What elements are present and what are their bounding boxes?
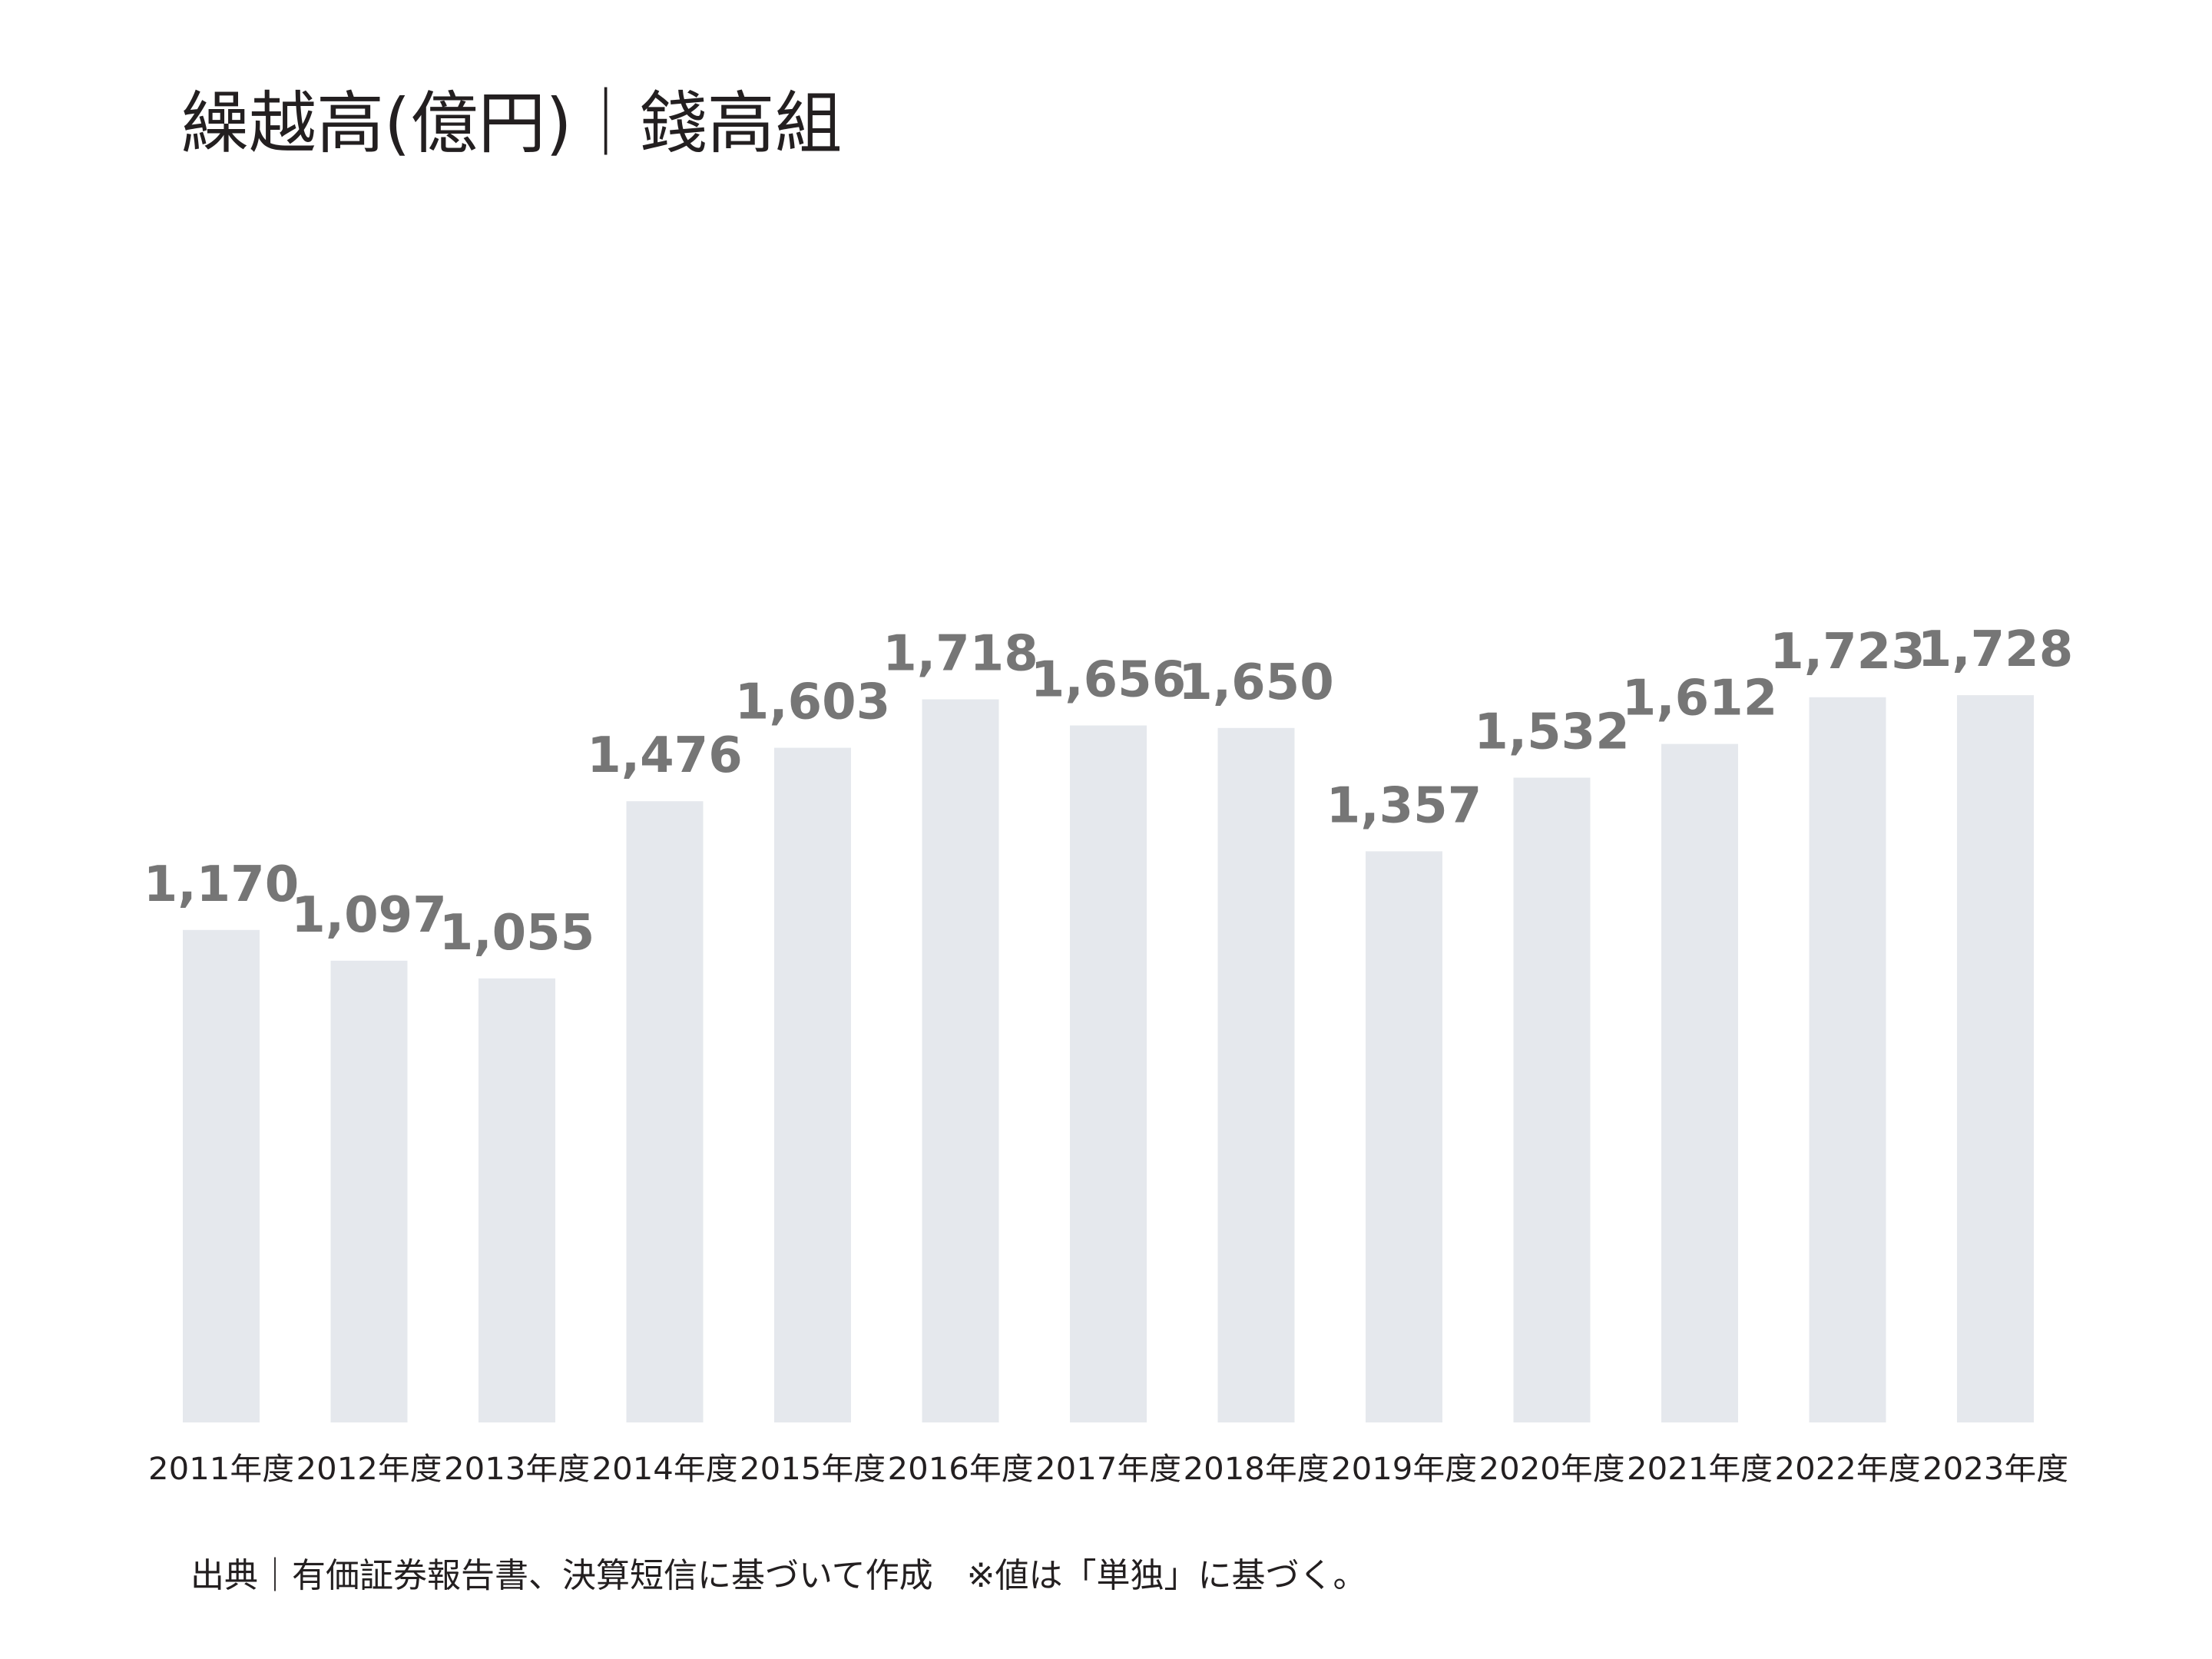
x-tick-label-2023年度: 2023年度 xyxy=(1922,1452,2068,1487)
x-tick-label-2017年度: 2017年度 xyxy=(1035,1452,1181,1487)
bar-2018年度 xyxy=(1217,727,1295,1422)
value-label-2011年度: 1,170 xyxy=(144,856,299,913)
value-label-2013年度: 1,055 xyxy=(439,905,594,962)
x-tick-label-2011年度: 2011年度 xyxy=(148,1452,294,1487)
x-tick-label-2020年度: 2020年度 xyxy=(1479,1452,1625,1487)
value-label-2020年度: 1,532 xyxy=(1474,704,1629,761)
x-tick-label-2013年度: 2013年度 xyxy=(444,1452,590,1487)
bar-2014年度 xyxy=(626,801,704,1422)
x-tick-label-2021年度: 2021年度 xyxy=(1627,1452,1773,1487)
value-label-2018年度: 1,650 xyxy=(1178,654,1333,711)
bar-2017年度 xyxy=(1070,725,1147,1422)
value-label-2023年度: 1,728 xyxy=(1918,621,2073,678)
value-label-2019年度: 1,357 xyxy=(1326,777,1482,834)
x-tick-label-2014年度: 2014年度 xyxy=(592,1452,738,1487)
value-label-2021年度: 1,612 xyxy=(1622,671,1777,727)
bar-2012年度 xyxy=(330,960,408,1422)
x-tick-label-2018年度: 2018年度 xyxy=(1184,1452,1330,1487)
x-tick-label-2019年度: 2019年度 xyxy=(1331,1452,1477,1487)
chart-title: 繰越高(億円)｜錢高組 xyxy=(181,84,843,163)
x-tick-label-2022年度: 2022年度 xyxy=(1775,1452,1921,1487)
source-note: 出典｜有価証券報告書、決算短信に基づいて作成 ※値は「単独」に基づく。 xyxy=(190,1556,1367,1595)
bar-2019年度 xyxy=(1366,851,1442,1422)
bar-2021年度 xyxy=(1661,743,1738,1422)
value-label-2016年度: 1,718 xyxy=(882,626,1038,683)
value-label-2015年度: 1,603 xyxy=(735,674,890,731)
value-label-2022年度: 1,723 xyxy=(1770,624,1925,680)
bars xyxy=(183,695,2034,1422)
x-tick-label-2012年度: 2012年度 xyxy=(296,1452,442,1487)
x-tick-label-2015年度: 2015年度 xyxy=(740,1452,886,1487)
bar-2015年度 xyxy=(774,747,851,1422)
x-axis-tick-labels: 2011年度 2012年度 2013年度 2014年度 2015年度 2016年度 2017… xyxy=(148,1452,2068,1487)
value-label-2014年度: 1,476 xyxy=(587,727,742,784)
bar-2022年度 xyxy=(1809,697,1886,1422)
bar-2016年度 xyxy=(922,699,999,1422)
value-label-2012年度: 1,097 xyxy=(291,887,446,944)
bar-2013年度 xyxy=(478,978,555,1422)
bar-2020年度 xyxy=(1513,777,1591,1422)
value-label-2017年度: 1,656 xyxy=(1031,652,1186,709)
bar-2011年度 xyxy=(183,929,260,1422)
x-tick-label-2016年度: 2016年度 xyxy=(888,1452,1034,1487)
bar-2023年度 xyxy=(1957,695,2034,1422)
